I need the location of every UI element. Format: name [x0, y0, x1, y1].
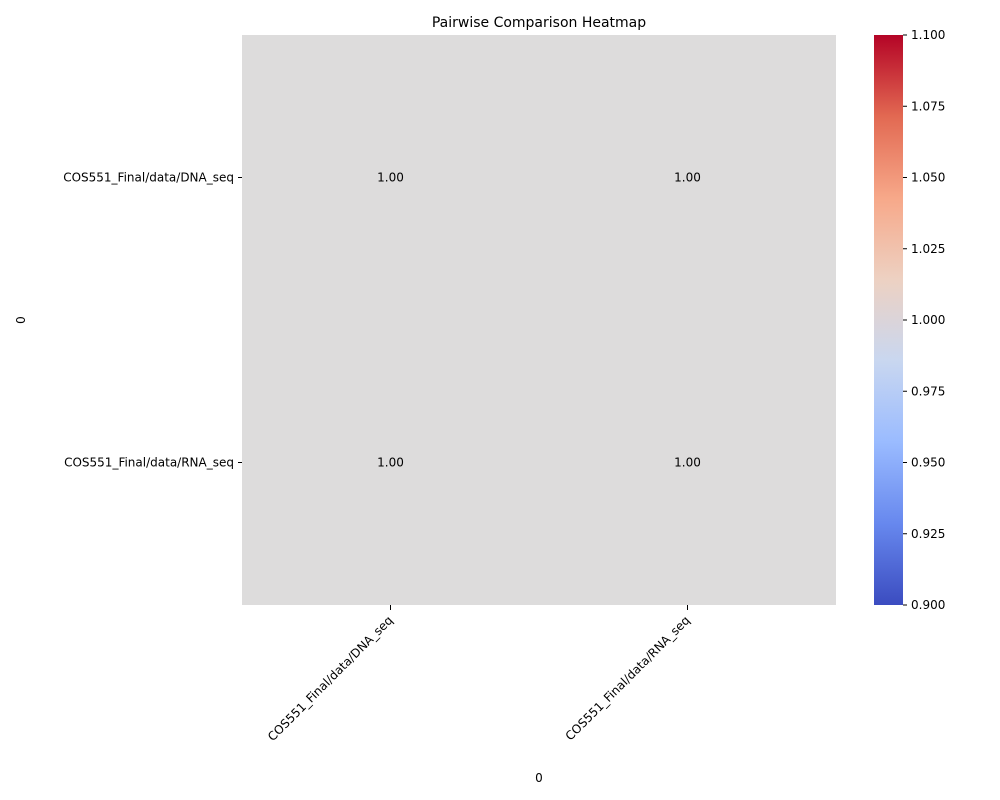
y-tick-label: COS551_Final/data/RNA_seq [64, 456, 234, 470]
chart-title: Pairwise Comparison Heatmap [432, 15, 646, 31]
colorbar-tick-label: 0.900 [911, 598, 945, 612]
y-axis-ticks: COS551_Final/data/DNA_seq COS551_Final/da… [63, 171, 242, 470]
heatmap-cell [242, 320, 539, 605]
x-tick-label: COS551_Final/data/RNA_seq [563, 613, 693, 743]
cell-value-label: 1.00 [674, 171, 701, 185]
x-axis-ticks: COS551_Final/data/DNA_seq COS551_Final/da… [265, 605, 693, 744]
colorbar-tick-label: 0.950 [911, 456, 945, 470]
heatmap-cell [539, 35, 836, 320]
heatmap-cells [242, 35, 836, 605]
colorbar-tick-label: 1.100 [911, 28, 945, 42]
cell-value-label: 1.00 [377, 171, 404, 185]
colorbar-tick-label: 1.025 [911, 242, 945, 256]
x-axis-label: 0 [535, 771, 543, 785]
cell-value-label: 1.00 [674, 456, 701, 470]
colorbar-ticks: 0.900 0.925 0.950 0.975 1.000 1.025 1.050 1.075… [903, 28, 945, 612]
colorbar-tick-label: 1.000 [911, 313, 945, 327]
cell-value-label: 1.00 [377, 456, 404, 470]
x-tick-label: COS551_Final/data/DNA_seq [265, 613, 396, 744]
colorbar-tick-label: 0.975 [911, 384, 945, 398]
y-axis-label: 0 [14, 316, 28, 324]
colorbar-tick-label: 0.925 [911, 527, 945, 541]
colorbar-tick-label: 1.075 [911, 99, 945, 113]
heatmap-cell-labels: 1.00 1.00 1.00 1.00 [377, 171, 701, 470]
colorbar-tick-label: 1.050 [911, 171, 945, 185]
heatmap-cell [539, 320, 836, 605]
colorbar [874, 35, 903, 605]
heatmap-cell [242, 35, 539, 320]
y-tick-label: COS551_Final/data/DNA_seq [63, 171, 234, 185]
